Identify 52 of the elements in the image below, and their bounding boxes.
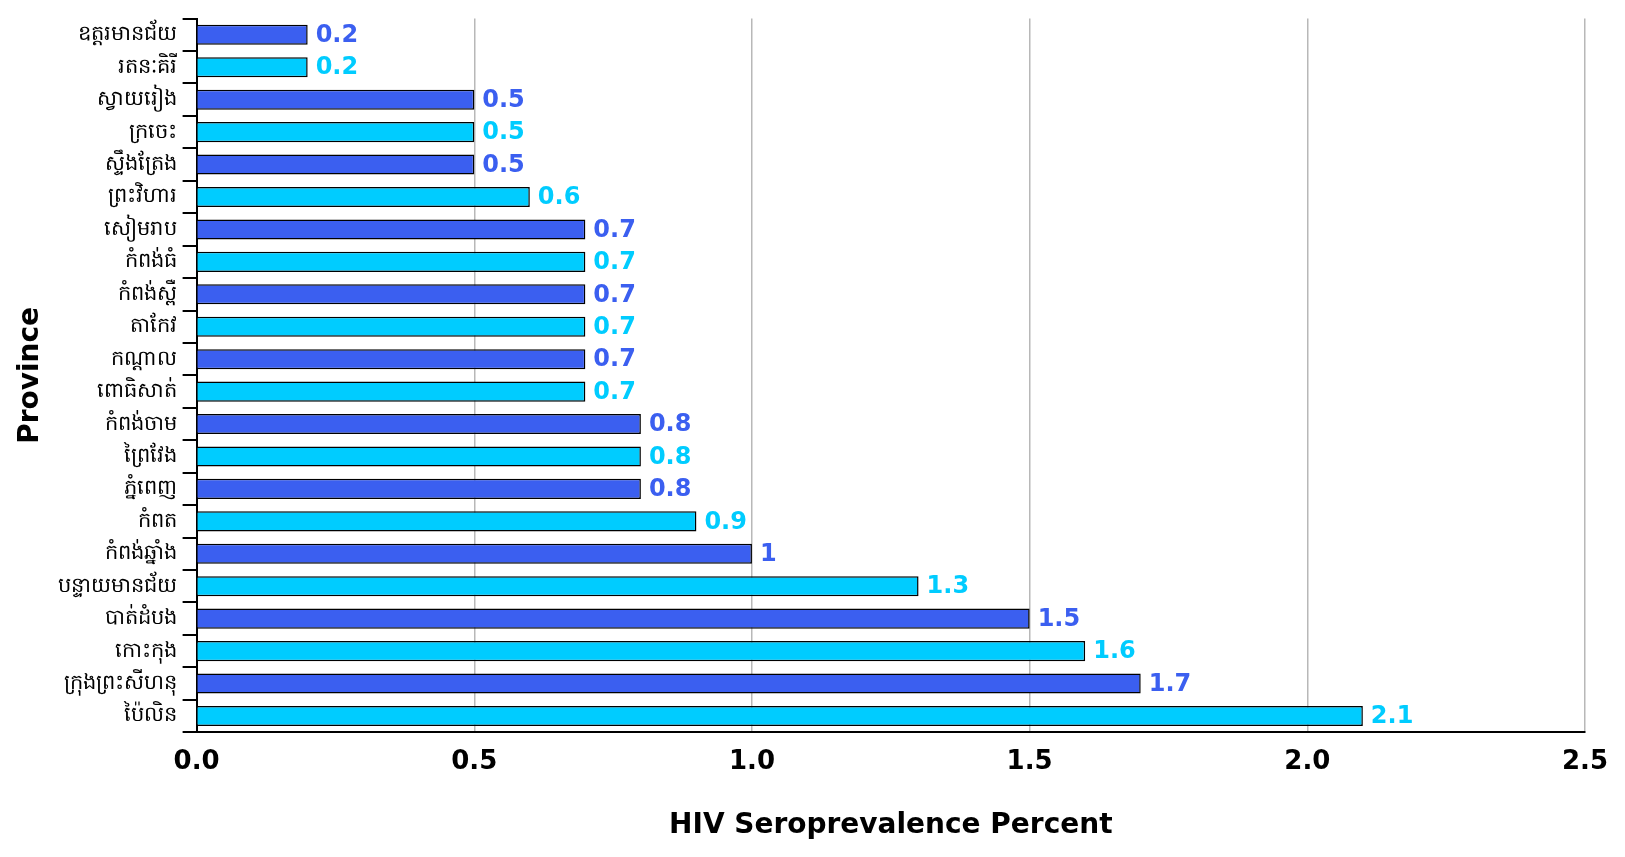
- x-axis-title: HIV Seroprevalence Percent: [669, 807, 1113, 841]
- y-tick-label: កំពង់ចាម: [104, 409, 177, 435]
- data-label: 0.5: [482, 84, 525, 113]
- y-tick-label: កណ្ដាល: [110, 345, 177, 371]
- y-tick-label: ឧត្តរមានជ័យ: [77, 19, 177, 47]
- data-label: 0.8: [648, 409, 692, 438]
- x-tick-label: 0.5: [451, 744, 498, 775]
- y-axis-title: Province: [12, 306, 46, 444]
- data-label: 0.2: [315, 20, 359, 49]
- y-tick-label: កំពង់ស្ពឺ: [117, 278, 177, 306]
- y-tick-label: ពោធិសាត់: [96, 377, 177, 403]
- data-label: 0.7: [593, 214, 636, 243]
- y-tick-label: តាកែវ: [129, 312, 177, 338]
- y-tick-label: ស្ទឹងត្រែង: [104, 149, 177, 177]
- data-label: 1.7: [1148, 668, 1192, 697]
- data-label: 0.5: [482, 117, 525, 146]
- y-tick-label: រតនៈគិរី: [117, 52, 177, 78]
- data-label: 0.7: [593, 279, 636, 308]
- data-label: 2.1: [1370, 701, 1414, 730]
- data-label: 1.6: [1093, 636, 1136, 665]
- x-tick-label: 2.5: [1561, 744, 1609, 775]
- data-label: 0.5: [482, 149, 525, 178]
- y-tick-label: សៀមរាប: [103, 213, 177, 242]
- data-label: 0.7: [593, 247, 636, 276]
- y-tick-label: ភ្នំពេញ: [123, 474, 177, 501]
- data-label: 0.6: [537, 182, 581, 211]
- y-tick-label: ក្រចេះ: [128, 118, 177, 144]
- y-tick-label: បន្ទាយមានជ័យ: [57, 570, 177, 598]
- y-tick-label: កំពត: [137, 506, 177, 532]
- data-label: 0.8: [648, 474, 692, 503]
- x-tick-label: 1.5: [1006, 744, 1053, 775]
- y-tick-label: បាត់ដំបង: [104, 604, 177, 630]
- data-label: 1.3: [926, 571, 970, 600]
- data-label: 0.7: [593, 311, 636, 340]
- data-label: 0.8: [648, 441, 692, 470]
- y-tick-label: ស្វាយរៀង: [96, 84, 177, 113]
- x-tick-label: 2.0: [1284, 744, 1331, 775]
- y-tick-label: ព្រះវិហារ: [107, 182, 177, 209]
- y-tick-label: ក្រុងព្រះសីហនុ: [63, 669, 177, 696]
- y-tick-label: ប៉ៃលិន: [122, 701, 177, 727]
- y-tick-label: កំពង់ឆ្នាំង: [104, 539, 177, 566]
- y-tick-label: ព្រៃវែង: [122, 441, 177, 468]
- data-label: 0.7: [593, 376, 636, 405]
- data-label: 1.5: [1037, 603, 1081, 632]
- data-label: 0.7: [593, 344, 636, 373]
- x-tick-label: 0.0: [173, 744, 220, 775]
- data-label: 0.9: [704, 506, 747, 535]
- y-tick-label: កំពង់ធំ: [124, 247, 177, 273]
- data-label: 1: [759, 539, 777, 568]
- y-tick-label: កោះកុង: [114, 637, 177, 664]
- x-tick-label: 1.0: [728, 744, 775, 775]
- data-label: 0.2: [315, 52, 359, 81]
